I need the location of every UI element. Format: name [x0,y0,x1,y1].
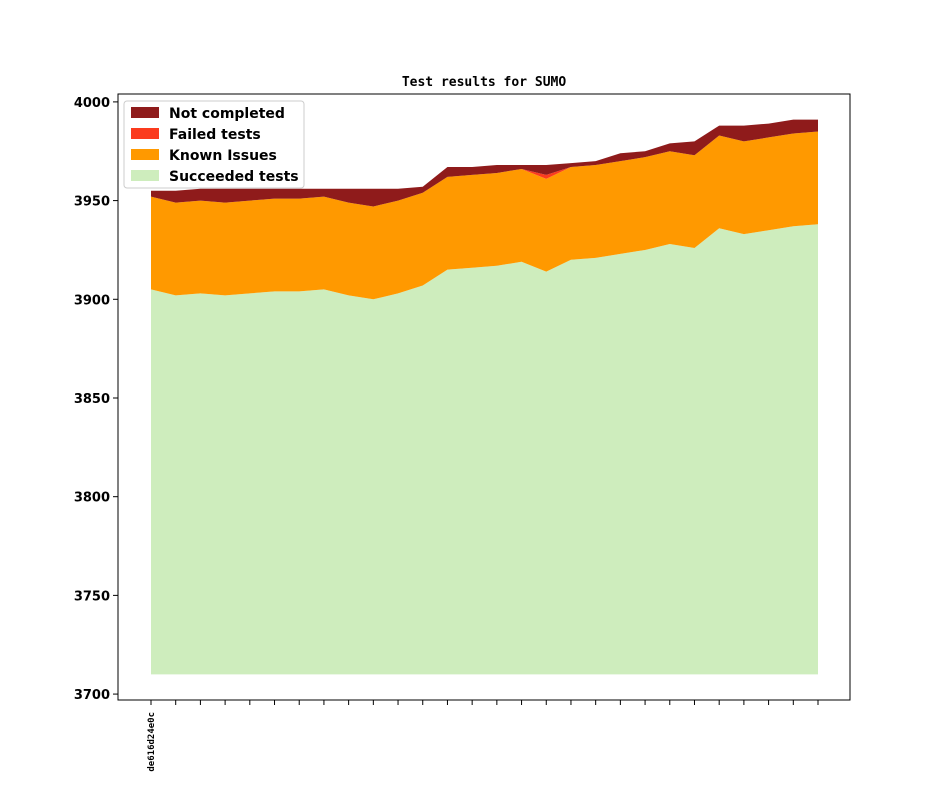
legend-label-known-issues: Known Issues [169,148,277,164]
y-tick-label: 3800 [74,491,110,506]
legend-label-failed-tests: Failed tests [169,127,261,143]
area-succeeded-tests [151,224,818,675]
x-axis: de616d24e0c [147,700,819,772]
x-tick-label: de616d24e0c [147,712,157,772]
area-known-issues [151,131,818,300]
legend-label-not-completed: Not completed [169,106,285,122]
legend-swatch-not-completed [131,107,159,118]
chart-title: Test results for SUMO [402,75,567,90]
area-not-completed [151,119,818,207]
legend-swatch-failed-tests [131,128,159,139]
y-tick-label: 3850 [74,392,110,407]
area-layers [151,119,818,675]
legend-box [123,100,305,189]
y-axis: 3700 3750 3800 3850 3900 3950 4000 [74,96,118,703]
legend-swatch-succeeded-tests [131,170,159,181]
y-tick-label: 3950 [74,195,110,210]
legend-label-succeeded-tests: Succeeded tests [169,169,299,185]
legend: Not completed Failed tests Known Issues Suc… [123,100,305,189]
legend-swatch-known-issues [131,149,159,160]
y-tick-label: 3700 [74,688,110,703]
y-tick-label: 4000 [74,96,110,111]
y-tick-label: 3900 [74,293,110,308]
y-tick-label: 3750 [74,589,110,604]
